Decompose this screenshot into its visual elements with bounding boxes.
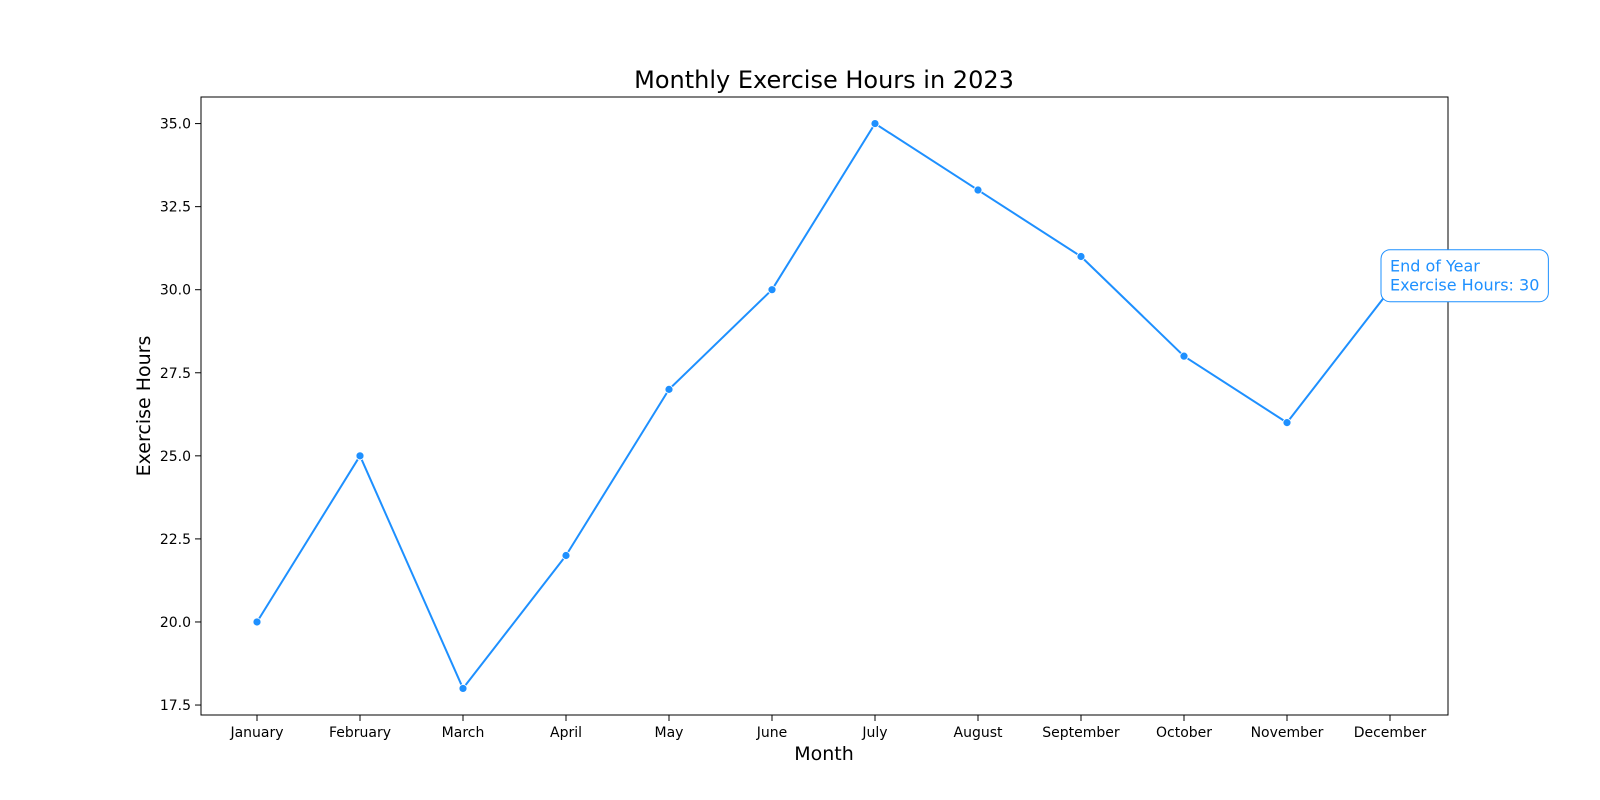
data-point (458, 684, 468, 693)
y-tick-label: 20.0 (160, 615, 191, 631)
annotation: End of Year Exercise Hours: 30 (1380, 249, 1549, 303)
y-tick-label: 30.0 (160, 283, 191, 299)
series-exercise-hours (252, 119, 1395, 693)
y-axis: 17.5 20.0 22.5 25.0 27.5 30.0 32.5 35.0 (160, 117, 201, 714)
plot-area-frame (200, 96, 1449, 716)
data-point (355, 451, 365, 461)
y-axis-label: Exercise Hours (133, 336, 155, 477)
chart-title: Monthly Exercise Hours in 2023 (634, 66, 1014, 94)
x-tick-label: January (229, 725, 283, 741)
data-point (973, 185, 983, 195)
x-axis-label: Month (794, 743, 854, 765)
y-tick-label: 22.5 (160, 532, 191, 548)
data-point (1076, 252, 1086, 261)
annotation-line: End of Year (1390, 257, 1480, 276)
data-point (767, 285, 777, 295)
annotation-text: End of Year Exercise Hours: 30 (1390, 257, 1539, 295)
annotation-box (1380, 249, 1549, 303)
data-point (561, 551, 571, 560)
y-tick-label: 25.0 (160, 449, 191, 465)
series-line (256, 122, 1391, 690)
data-point (252, 617, 262, 627)
x-tick-label: September (1042, 725, 1120, 741)
x-tick-label: July (861, 725, 887, 741)
x-tick-label: August (954, 725, 1004, 741)
x-tick-label: June (756, 725, 788, 741)
data-point (1282, 418, 1292, 428)
x-tick-label: March (442, 725, 485, 741)
data-point (870, 119, 880, 128)
x-tick-label: November (1251, 725, 1324, 741)
y-tick-label: 17.5 (160, 698, 191, 714)
x-tick-label: May (655, 725, 684, 741)
y-tick-label: 27.5 (160, 366, 191, 382)
x-tick-label: April (550, 725, 582, 741)
x-tick-label: February (329, 725, 391, 741)
annotation-line: Exercise Hours: 30 (1390, 276, 1539, 295)
data-point (664, 384, 674, 394)
x-tick-label: December (1354, 725, 1427, 741)
x-tick-label: October (1156, 725, 1212, 741)
y-tick-label: 35.0 (160, 117, 191, 133)
y-tick-label: 32.5 (160, 200, 191, 216)
data-point (1179, 351, 1189, 361)
x-axis: January February March April May June July Augu… (229, 715, 1427, 741)
